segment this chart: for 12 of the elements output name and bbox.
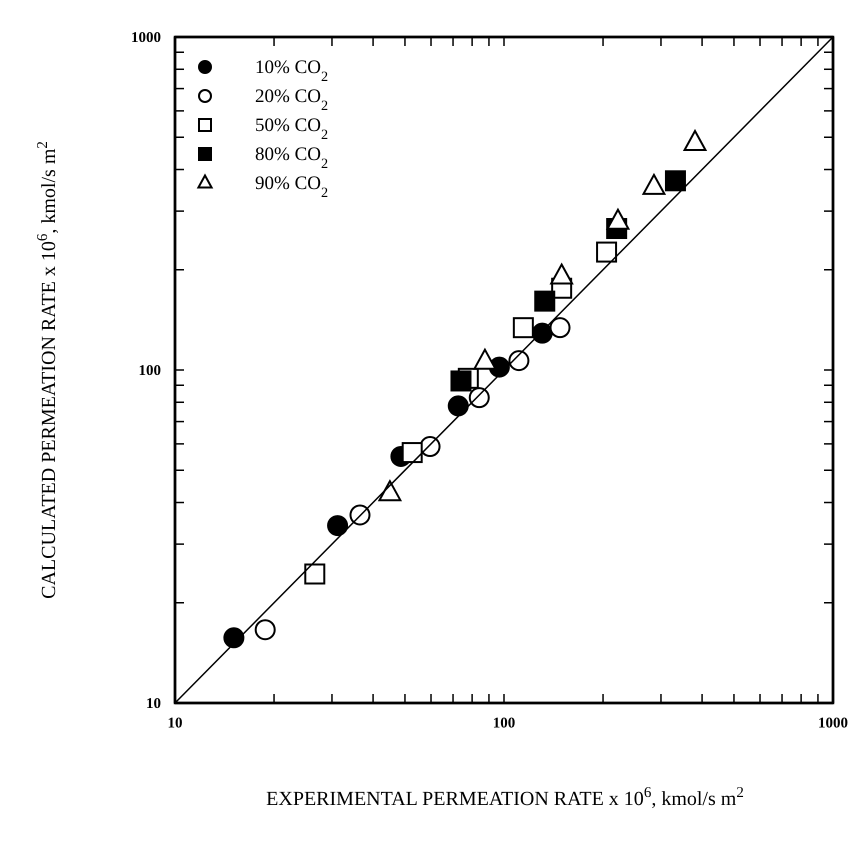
legend-label: 50% CO$_{2}$ [255, 115, 328, 143]
legend-label: 90% CO$_{2}$ [255, 173, 328, 201]
legend-label: 20% CO$_{2}$ [255, 86, 328, 114]
x-tick-label: 100 [492, 716, 516, 732]
x-axis-title: EXPERIMENTAL PERMEATION RATE x 10$^{6}$, kmol/s m$^{2}$ [266, 785, 744, 810]
x-tick-label: 10 [168, 716, 182, 732]
y-tick-label: 10 [146, 696, 161, 712]
y-tick-label: 1000 [131, 30, 161, 46]
x-tick-label: 1000 [818, 716, 848, 732]
legend-label: 10% CO$_{2}$ [255, 57, 328, 85]
y-tick-label: 100 [138, 362, 161, 379]
legend-label: 80% CO$_{2}$ [255, 144, 328, 172]
